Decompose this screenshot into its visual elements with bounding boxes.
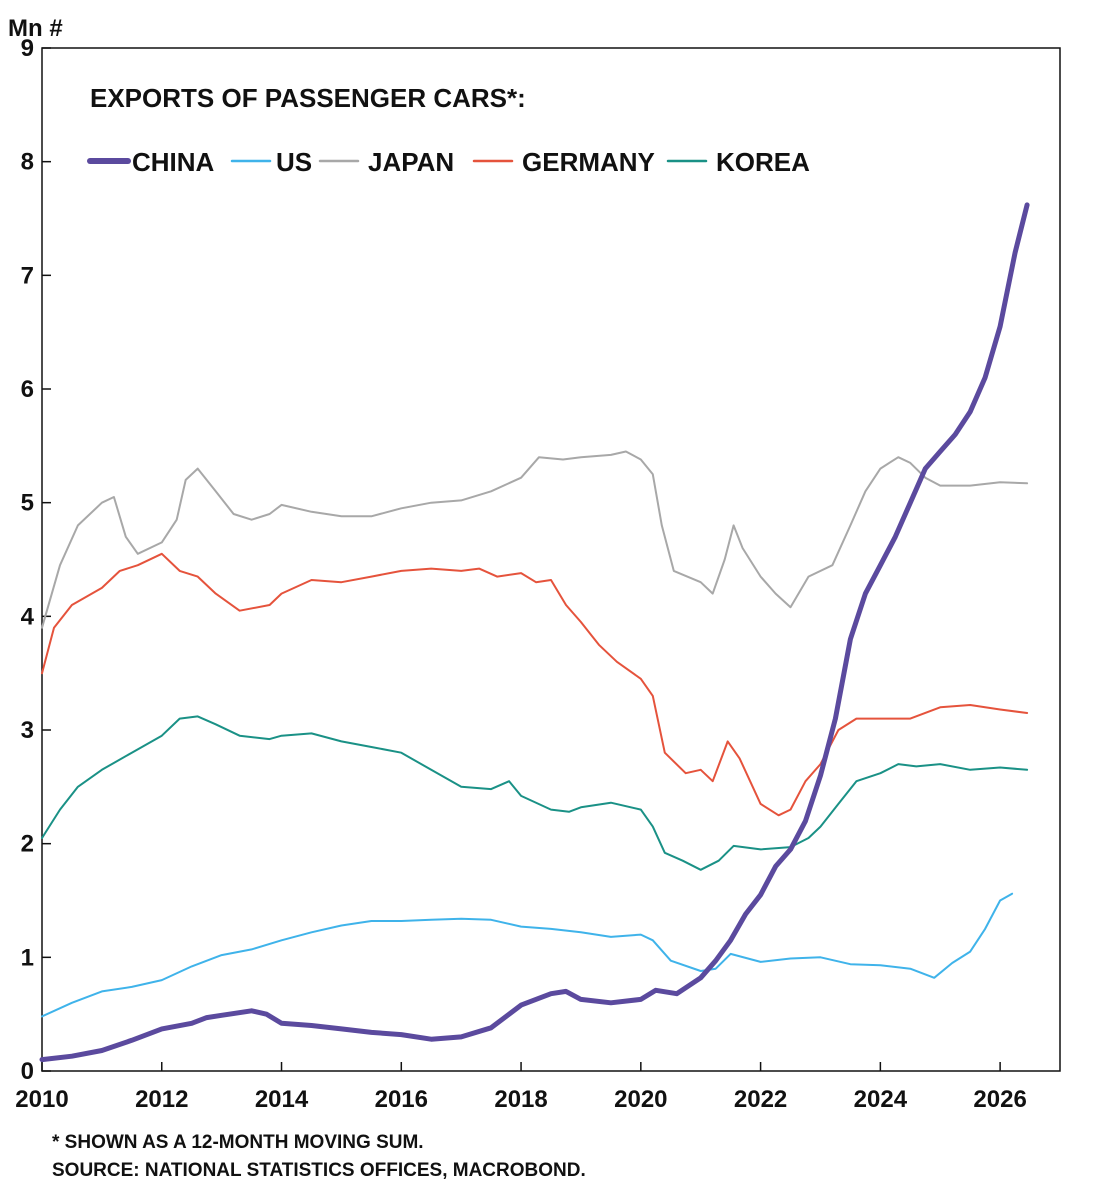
footnote-source: SOURCE: NATIONAL STATISTICS OFFICES, MAC… [52, 1160, 586, 1181]
x-tick-label: 2026 [973, 1086, 1026, 1113]
legend-label-us: US [276, 147, 312, 177]
x-tick-label: 2012 [135, 1086, 188, 1113]
legend-label-japan: JAPAN [368, 147, 454, 177]
footnote-note: * SHOWN AS A 12-MONTH MOVING SUM. [52, 1132, 424, 1153]
y-tick-label: 5 [21, 490, 34, 517]
y-tick-label: 2 [21, 831, 34, 858]
x-tick-label: 2018 [494, 1086, 547, 1113]
chart: 0 1 2 3 4 5 6 7 8 9 2010 2012 2014 2016 2018 2020 2022 20… [8, 15, 1061, 1113]
series-line-germany [41, 552, 1029, 817]
x-tick-label: 2016 [375, 1086, 428, 1113]
legend-label-china: CHINA [132, 147, 215, 177]
series-line-korea [41, 715, 1029, 871]
x-tick-label: 2022 [734, 1086, 787, 1113]
plot-frame [41, 47, 1061, 1072]
chart-title: EXPORTS OF PASSENGER CARS*: [90, 83, 526, 113]
legend-label-korea: KOREA [716, 147, 810, 177]
y-tick-label: 1 [21, 944, 34, 971]
series-line-china [39, 202, 1030, 1063]
y-tick-label: 3 [21, 717, 34, 744]
x-tick-label: 2014 [255, 1086, 309, 1113]
series-line-us [41, 892, 1014, 1018]
y-axis-unit-label: Mn # [8, 15, 63, 42]
y-tick-label: 6 [21, 376, 34, 403]
legend-label-germany: GERMANY [522, 147, 655, 177]
y-tick-label: 4 [21, 603, 35, 630]
x-tick-label: 2024 [854, 1086, 908, 1113]
y-tick-label: 9 [21, 35, 34, 62]
series-line-japan [41, 450, 1029, 629]
y-tick-label: 7 [21, 262, 34, 289]
x-tick-label: 2010 [15, 1086, 68, 1113]
y-tick-label: 0 [21, 1058, 34, 1085]
x-tick-label: 2020 [614, 1086, 667, 1113]
y-tick-label: 8 [21, 149, 34, 176]
series-layer [39, 202, 1030, 1063]
